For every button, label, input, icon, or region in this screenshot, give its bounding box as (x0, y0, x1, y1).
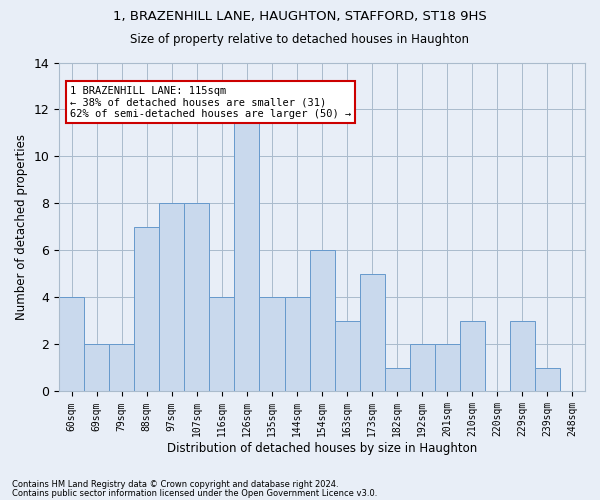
Bar (535, 368, 560, 392)
Bar (359, 274, 385, 392)
Bar (59, 298, 84, 392)
Bar (109, 344, 134, 392)
Y-axis label: Number of detached properties: Number of detached properties (15, 134, 28, 320)
Bar (209, 298, 235, 392)
Bar (460, 321, 485, 392)
Bar (510, 321, 535, 392)
Bar (435, 344, 460, 392)
Bar (259, 298, 284, 392)
Bar (385, 368, 410, 392)
Bar (160, 204, 184, 392)
Text: Contains public sector information licensed under the Open Government Licence v3: Contains public sector information licen… (12, 488, 377, 498)
Bar (310, 250, 335, 392)
Text: Size of property relative to detached houses in Haughton: Size of property relative to detached ho… (131, 32, 470, 46)
Bar (184, 204, 209, 392)
X-axis label: Distribution of detached houses by size in Haughton: Distribution of detached houses by size … (167, 442, 477, 455)
Text: Contains HM Land Registry data © Crown copyright and database right 2024.: Contains HM Land Registry data © Crown c… (12, 480, 338, 489)
Bar (235, 110, 259, 392)
Text: 1 BRAZENHILL LANE: 115sqm
← 38% of detached houses are smaller (31)
62% of semi-: 1 BRAZENHILL LANE: 115sqm ← 38% of detac… (70, 86, 351, 118)
Text: 1, BRAZENHILL LANE, HAUGHTON, STAFFORD, ST18 9HS: 1, BRAZENHILL LANE, HAUGHTON, STAFFORD, … (113, 10, 487, 23)
Bar (84, 344, 109, 392)
Bar (284, 298, 310, 392)
Bar (410, 344, 435, 392)
Bar (335, 321, 359, 392)
Bar (134, 227, 160, 392)
